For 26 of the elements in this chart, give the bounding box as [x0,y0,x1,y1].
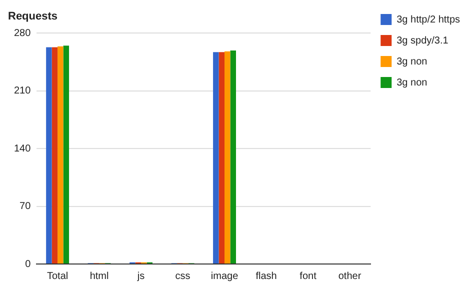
x-tick-label: html [90,270,109,282]
x-tick-label: Total [46,270,68,282]
x-tick-label: js [136,270,145,282]
bar [46,47,52,264]
y-tick-label: 210 [14,86,32,97]
y-tick-label: 140 [14,143,32,154]
legend-label: 3g spdy/3.1 [396,35,449,46]
bar [63,46,70,264]
x-tick-label: css [175,270,190,282]
bar [58,46,64,264]
y-tick-label: 0 [25,258,32,270]
bar [213,52,219,264]
bar [230,50,236,264]
bar [218,52,225,264]
y-tick-label: 280 [14,28,32,39]
x-tick-label: image [210,270,239,282]
x-tick-label: font [300,270,317,282]
legend-label: 3g non [396,56,428,68]
bar [224,51,230,264]
x-tick-label: other [338,270,362,282]
y-tick-label: 70 [20,201,32,212]
chart-title: Requests [8,10,58,23]
legend-label: 3g non [396,77,428,88]
bar [52,47,58,264]
x-tick-label: flash [256,270,277,282]
legend-label: 3g http/2 https [396,14,460,26]
